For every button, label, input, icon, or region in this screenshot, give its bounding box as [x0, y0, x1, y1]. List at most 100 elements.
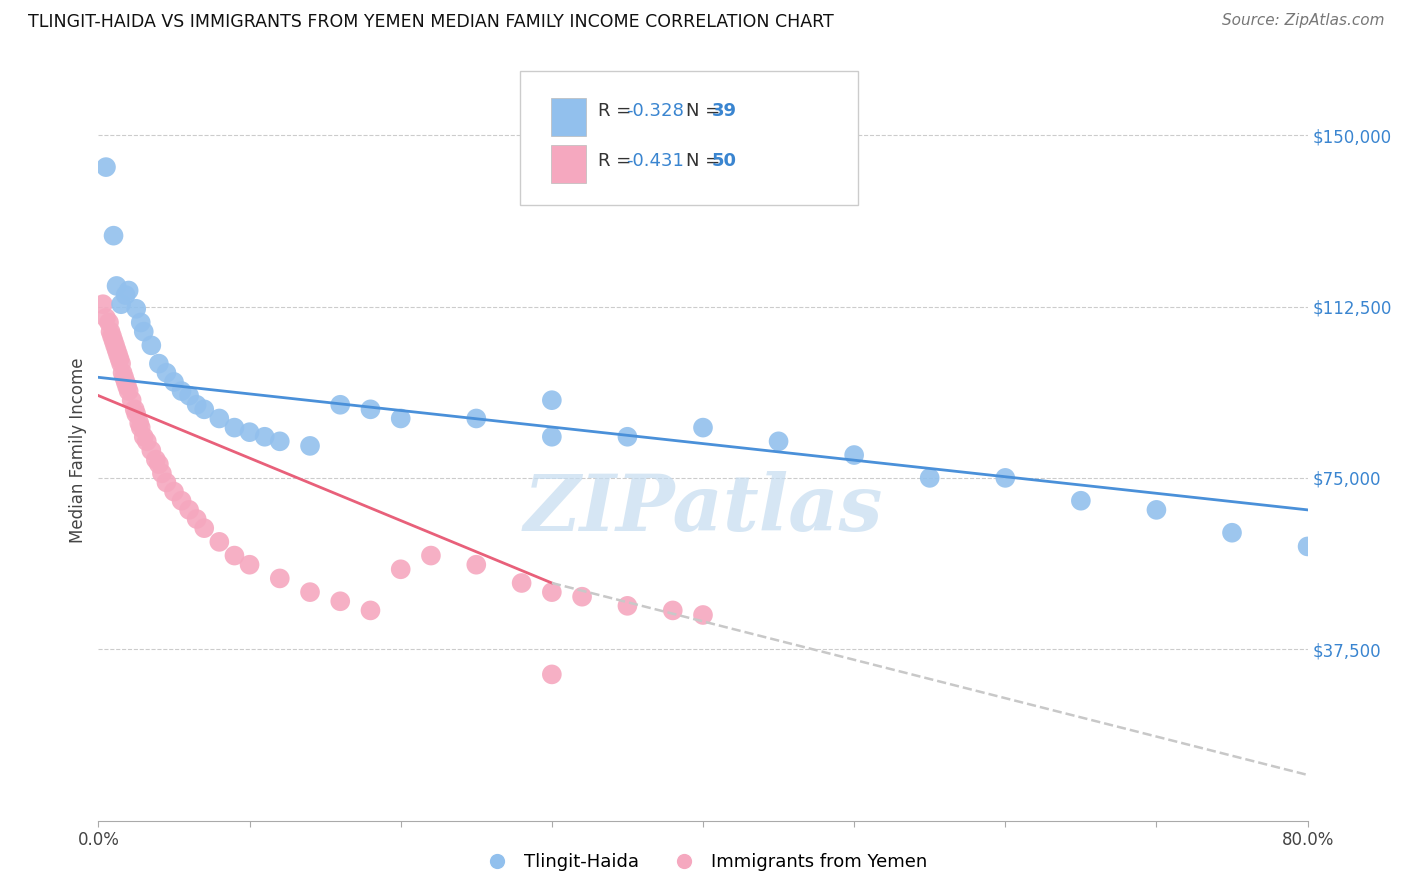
Point — [98, 316, 121, 330]
Point — [129, 316, 152, 330]
Point — [1070, 493, 1092, 508]
Point — [510, 576, 533, 591]
Point — [239, 558, 262, 572]
Point — [101, 329, 124, 343]
Point — [661, 603, 683, 617]
Point — [269, 434, 291, 449]
Point — [329, 594, 352, 608]
Point — [170, 384, 193, 398]
Point — [155, 366, 177, 380]
Point — [179, 389, 201, 403]
Text: -0.328: -0.328 — [626, 102, 683, 120]
Legend: Tlingit-Haida, Immigrants from Yemen: Tlingit-Haida, Immigrants from Yemen — [471, 847, 935, 879]
Point — [112, 370, 135, 384]
Point — [132, 430, 155, 444]
Text: TLINGIT-HAIDA VS IMMIGRANTS FROM YEMEN MEDIAN FAMILY INCOME CORRELATION CHART: TLINGIT-HAIDA VS IMMIGRANTS FROM YEMEN M… — [28, 13, 834, 31]
Point — [360, 402, 382, 417]
Point — [94, 310, 117, 325]
Point — [105, 343, 128, 357]
Point — [145, 452, 167, 467]
Point — [844, 448, 866, 462]
Point — [121, 393, 143, 408]
Point — [111, 366, 134, 380]
Point — [108, 352, 131, 367]
Point — [141, 338, 163, 352]
Point — [193, 402, 215, 417]
Text: 50: 50 — [711, 152, 737, 169]
Point — [269, 571, 291, 585]
Point — [107, 347, 129, 361]
Point — [155, 475, 177, 490]
Point — [104, 338, 127, 352]
Point — [91, 297, 114, 311]
Text: N =: N = — [686, 152, 725, 169]
Point — [110, 297, 132, 311]
Point — [170, 493, 193, 508]
Point — [540, 585, 562, 599]
Point — [148, 357, 170, 371]
Point — [540, 430, 562, 444]
Point — [124, 402, 146, 417]
Point — [465, 411, 488, 425]
Point — [299, 439, 322, 453]
Point — [105, 279, 128, 293]
Text: ZIPatlas: ZIPatlas — [523, 472, 883, 548]
Point — [299, 585, 322, 599]
Point — [239, 425, 262, 440]
Point — [118, 284, 141, 298]
Point — [389, 562, 412, 576]
Point — [163, 375, 186, 389]
Point — [224, 420, 246, 434]
Point — [114, 375, 136, 389]
Point — [94, 160, 117, 174]
Point — [100, 325, 122, 339]
Point — [163, 484, 186, 499]
Text: N =: N = — [686, 102, 725, 120]
Point — [135, 434, 157, 449]
Point — [208, 411, 231, 425]
Point — [128, 416, 150, 430]
Point — [616, 430, 638, 444]
Point — [125, 301, 148, 316]
Point — [224, 549, 246, 563]
Point — [692, 607, 714, 622]
Y-axis label: Median Family Income: Median Family Income — [69, 358, 87, 543]
Point — [1220, 525, 1243, 540]
Point — [186, 512, 208, 526]
Point — [208, 534, 231, 549]
Point — [114, 288, 136, 302]
Point — [132, 325, 155, 339]
Point — [465, 558, 488, 572]
Point — [918, 471, 941, 485]
Point — [186, 398, 208, 412]
Point — [150, 467, 173, 481]
Point — [540, 393, 562, 408]
Point — [179, 503, 201, 517]
Point — [148, 457, 170, 471]
Text: 39: 39 — [711, 102, 737, 120]
Point — [692, 420, 714, 434]
Point — [540, 667, 562, 681]
Point — [1296, 540, 1319, 554]
Point — [110, 357, 132, 371]
Point — [571, 590, 593, 604]
Point — [360, 603, 382, 617]
Point — [115, 379, 138, 393]
Text: Source: ZipAtlas.com: Source: ZipAtlas.com — [1222, 13, 1385, 29]
Point — [1144, 503, 1167, 517]
Point — [103, 228, 125, 243]
Point — [103, 334, 125, 348]
Point — [389, 411, 412, 425]
Point — [193, 521, 215, 535]
Point — [329, 398, 352, 412]
Text: -0.431: -0.431 — [626, 152, 683, 169]
Point — [420, 549, 443, 563]
Point — [994, 471, 1017, 485]
Point — [118, 384, 141, 398]
Point — [768, 434, 790, 449]
Point — [129, 420, 152, 434]
Point — [141, 443, 163, 458]
Point — [253, 430, 276, 444]
Point — [616, 599, 638, 613]
Text: R =: R = — [598, 102, 637, 120]
